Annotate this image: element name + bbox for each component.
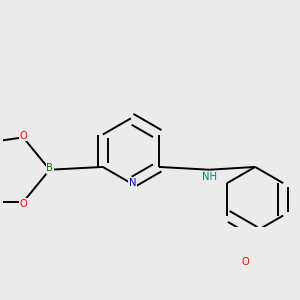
Text: NH: NH xyxy=(202,172,217,182)
Text: O: O xyxy=(19,131,27,141)
Text: N: N xyxy=(129,178,136,188)
Text: O: O xyxy=(242,257,249,268)
Text: O: O xyxy=(19,199,27,208)
Text: B: B xyxy=(46,163,53,173)
